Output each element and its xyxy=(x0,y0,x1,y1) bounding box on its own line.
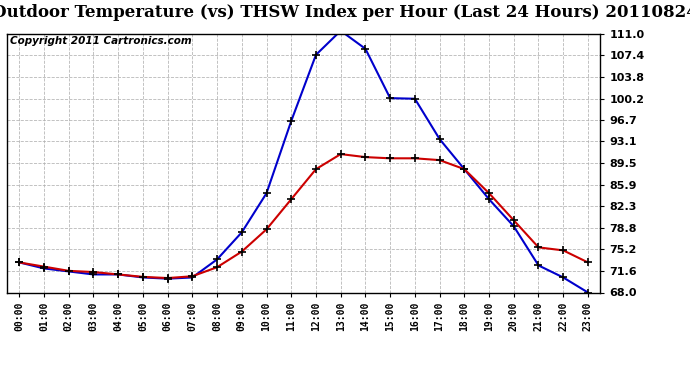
Text: Outdoor Temperature (vs) THSW Index per Hour (Last 24 Hours) 20110824: Outdoor Temperature (vs) THSW Index per … xyxy=(0,4,690,21)
Text: Copyright 2011 Cartronics.com: Copyright 2011 Cartronics.com xyxy=(10,36,192,46)
